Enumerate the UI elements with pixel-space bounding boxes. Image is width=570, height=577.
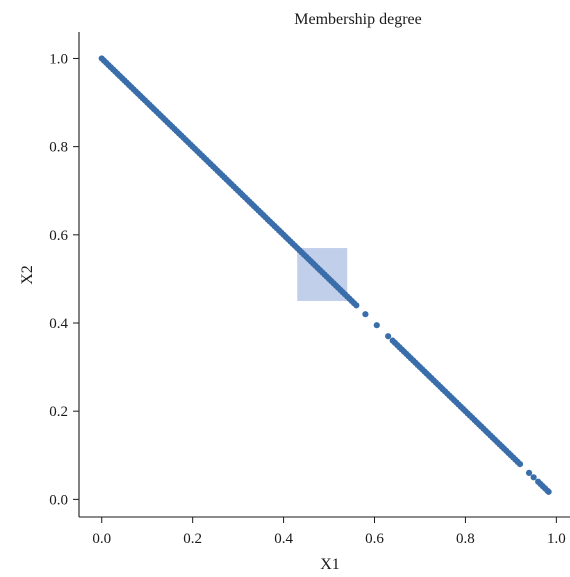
y-axis-ticks: 0.0 0.2 0.4 0.6 0.8 1.0 xyxy=(49,51,79,508)
x-tick-label: 0.2 xyxy=(183,531,202,547)
x-tick-label: 0.4 xyxy=(274,531,293,547)
data-points xyxy=(98,55,552,495)
x-tick-label: 0.0 xyxy=(92,531,111,547)
x-tick-label: 0.6 xyxy=(365,531,384,547)
x-axis-ticks: 0.0 0.2 0.4 0.6 0.8 1.0 xyxy=(92,517,566,547)
data-point xyxy=(525,469,533,477)
x-axis-title: X1 xyxy=(320,556,340,573)
y-tick-label: 0.6 xyxy=(49,228,68,244)
y-tick-label: 0.2 xyxy=(49,404,68,420)
data-point xyxy=(385,333,392,340)
y-tick-label: 0.4 xyxy=(49,316,68,332)
data-point xyxy=(545,488,552,495)
x-tick-label: 1.0 xyxy=(547,531,566,547)
data-point xyxy=(362,311,369,318)
y-tick-label: 0.0 xyxy=(49,492,68,508)
data-point xyxy=(530,474,537,481)
y-axis-title: X2 xyxy=(19,265,36,285)
chart-title: Membership degree xyxy=(294,11,422,28)
x-tick-label: 0.8 xyxy=(456,531,475,547)
y-tick-label: 0.8 xyxy=(49,140,68,156)
y-tick-label: 1.0 xyxy=(49,51,68,67)
data-point xyxy=(353,302,360,309)
data-point xyxy=(516,460,524,468)
data-point xyxy=(373,322,380,329)
axes xyxy=(78,32,570,518)
